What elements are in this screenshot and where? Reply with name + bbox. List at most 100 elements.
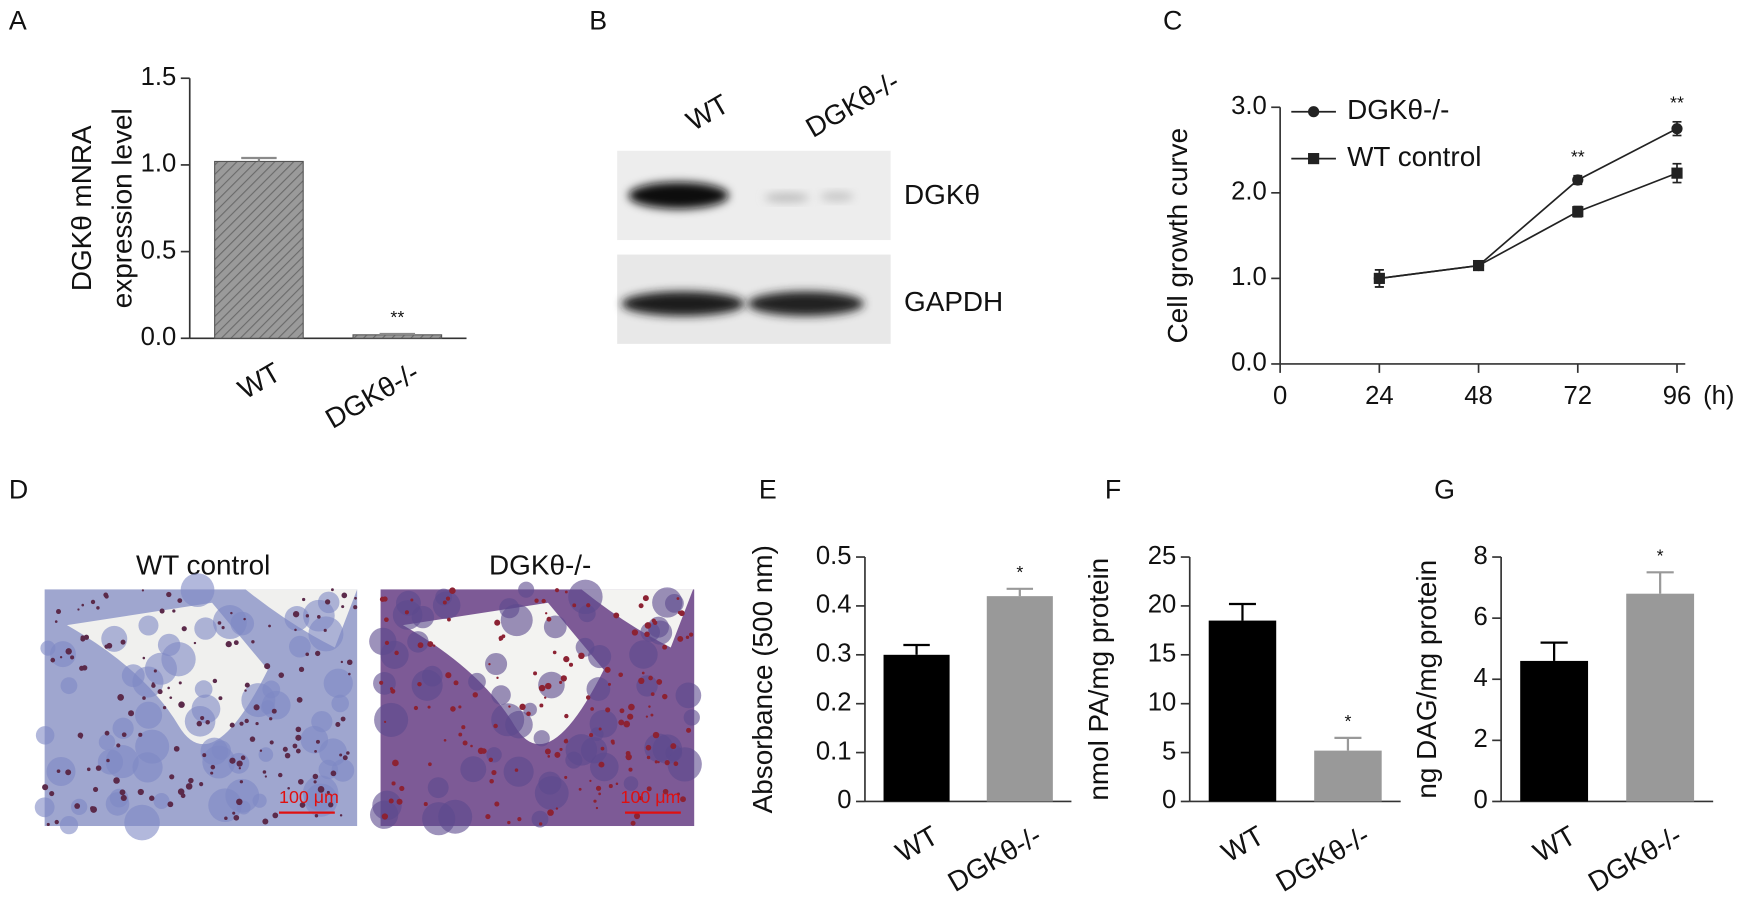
cell bbox=[153, 792, 170, 810]
stain-dot bbox=[413, 705, 419, 711]
stain-dot bbox=[229, 757, 236, 764]
scale-label: 100 μm bbox=[279, 787, 339, 807]
stain-dot bbox=[598, 792, 601, 796]
stain-dot bbox=[169, 696, 173, 699]
stain-dot bbox=[598, 761, 605, 768]
cell bbox=[427, 777, 449, 799]
stain-dot bbox=[178, 681, 182, 685]
stain-dot bbox=[628, 767, 633, 772]
stain-dot bbox=[314, 814, 319, 818]
stain-dot bbox=[151, 682, 155, 686]
stain-dot bbox=[196, 720, 203, 727]
stain-dot bbox=[326, 790, 330, 794]
stain-dot bbox=[494, 801, 500, 807]
stain-dot bbox=[294, 628, 297, 632]
cell bbox=[468, 672, 486, 691]
stain-dot bbox=[607, 682, 611, 686]
y-tick-label: 0.5 bbox=[816, 542, 852, 570]
y-tick-label: 4 bbox=[1473, 664, 1487, 692]
stain-dot bbox=[251, 640, 255, 644]
marker bbox=[1308, 153, 1320, 165]
stain-dot bbox=[384, 640, 390, 645]
legend-label: WT control bbox=[1347, 141, 1481, 172]
cell bbox=[369, 627, 397, 656]
cell bbox=[60, 677, 78, 695]
stain-dot bbox=[262, 770, 267, 774]
stain-dot bbox=[507, 820, 511, 825]
stain-dot bbox=[65, 769, 72, 776]
stain-dot bbox=[652, 620, 658, 625]
cell bbox=[505, 710, 533, 739]
stain-dot bbox=[330, 770, 337, 777]
stain-dot bbox=[243, 617, 246, 621]
stain-dot bbox=[410, 598, 414, 602]
x-tick-label: DGKθ-/- bbox=[943, 820, 1047, 898]
stain-dot bbox=[662, 693, 668, 700]
x-tick-label: 48 bbox=[1464, 382, 1493, 410]
stain-dot bbox=[104, 644, 109, 649]
stain-dot bbox=[313, 780, 317, 784]
cell bbox=[623, 776, 639, 791]
stain-dot bbox=[676, 792, 680, 796]
stain-dot bbox=[449, 587, 456, 594]
stain-dot bbox=[199, 782, 204, 787]
stain-dot bbox=[200, 715, 205, 721]
cell bbox=[533, 730, 550, 747]
stain-dot bbox=[564, 590, 568, 594]
marker bbox=[1572, 206, 1584, 218]
cell bbox=[460, 756, 487, 783]
stain-dot bbox=[299, 802, 306, 808]
stain-dot bbox=[619, 708, 625, 714]
stain-dot bbox=[564, 713, 569, 719]
y-tick-label: 2.0 bbox=[1231, 178, 1267, 206]
stain-dot bbox=[177, 598, 183, 603]
y-axis-label: ng DAG/mg protein bbox=[1411, 560, 1442, 799]
stain-dot bbox=[544, 748, 551, 755]
stain-dot bbox=[221, 626, 225, 630]
stain-dot bbox=[287, 786, 290, 790]
stain-dot bbox=[382, 596, 388, 602]
x-tick-label: DGKθ-/- bbox=[1583, 820, 1687, 898]
stain-dot bbox=[317, 786, 325, 793]
y-tick-label: 2 bbox=[1473, 725, 1487, 753]
stain-dot bbox=[630, 820, 636, 826]
stain-dot bbox=[292, 610, 300, 618]
cell bbox=[665, 744, 683, 762]
lane-label: WT bbox=[681, 88, 734, 137]
cell bbox=[180, 573, 215, 607]
annotation: * bbox=[1657, 545, 1664, 565]
x-tick-label: 72 bbox=[1564, 382, 1593, 410]
stain-dot bbox=[554, 588, 560, 593]
cell bbox=[503, 756, 534, 787]
stain-dot bbox=[631, 629, 639, 636]
stain-dot bbox=[547, 809, 554, 816]
stain-dot bbox=[268, 624, 271, 628]
stain-dot bbox=[554, 751, 561, 758]
stain-dot bbox=[121, 732, 127, 738]
x-tick-label: 0 bbox=[1273, 382, 1287, 410]
bar bbox=[352, 334, 443, 339]
stain-dot bbox=[236, 798, 243, 806]
cell bbox=[300, 725, 329, 754]
panel-letter: D bbox=[9, 474, 28, 504]
x-tick-label: WT bbox=[1528, 820, 1581, 869]
x-axis-label: (h) bbox=[1703, 382, 1734, 410]
stain-dot bbox=[335, 722, 341, 728]
stain-dot bbox=[545, 612, 548, 615]
stain-dot bbox=[443, 738, 447, 742]
stain-dot bbox=[141, 589, 145, 592]
stain-dot bbox=[678, 610, 685, 617]
stain-dot bbox=[180, 793, 186, 799]
stain-dot bbox=[381, 813, 389, 820]
y-tick-label: 10 bbox=[1148, 688, 1177, 716]
stain-dot bbox=[117, 694, 124, 701]
y-tick-label: 5 bbox=[1162, 737, 1176, 765]
stain-dot bbox=[348, 672, 351, 676]
stain-dot bbox=[633, 812, 641, 820]
cell bbox=[435, 588, 453, 606]
stain-dot bbox=[470, 744, 473, 748]
stain-dot bbox=[565, 738, 568, 741]
stain-dot bbox=[95, 765, 102, 771]
